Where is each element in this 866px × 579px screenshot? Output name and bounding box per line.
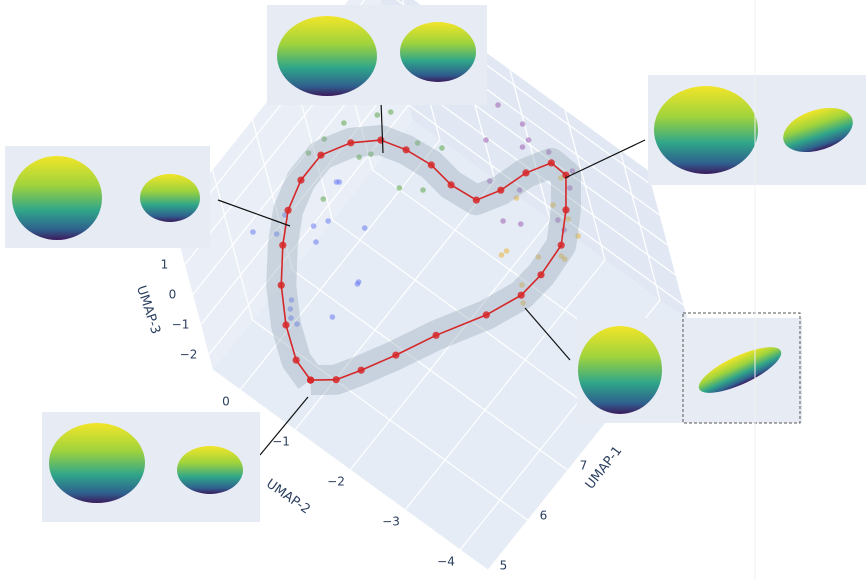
point <box>325 218 331 224</box>
cell-shape <box>49 423 145 503</box>
trajectory-point <box>285 207 292 214</box>
point <box>520 144 526 150</box>
cell-shape <box>400 22 476 82</box>
trajectory-point <box>497 187 504 194</box>
point <box>483 137 489 143</box>
point <box>499 252 505 258</box>
trajectory-point <box>347 139 354 146</box>
point <box>495 102 501 108</box>
trajectory-point <box>358 367 365 374</box>
point <box>520 121 526 127</box>
trajectory-point <box>558 242 565 249</box>
trajectory-point <box>278 282 285 289</box>
x-tick-label: 5 <box>500 559 508 573</box>
point <box>362 225 368 231</box>
cell-shape <box>578 326 662 414</box>
point <box>250 229 256 235</box>
y-tick-label: −4 <box>437 555 455 569</box>
point <box>311 223 317 229</box>
point <box>313 239 319 245</box>
y-tick-label: −2 <box>327 475 345 489</box>
trajectory-point <box>282 321 289 328</box>
trajectory-point <box>432 332 439 339</box>
cell-shape <box>12 156 102 240</box>
point <box>336 179 342 185</box>
trajectory-point <box>392 352 399 359</box>
trajectory-point <box>333 376 340 383</box>
cell-shape <box>654 86 758 174</box>
point <box>420 187 426 193</box>
trajectory-point <box>428 161 435 168</box>
trajectory-point <box>548 159 555 166</box>
cell-shape <box>140 174 200 222</box>
y-tick-label: 0 <box>222 395 230 409</box>
z-axis-title: UMAP-3 <box>133 284 163 336</box>
point <box>355 281 361 287</box>
point <box>341 120 347 126</box>
z-tick-label: −2 <box>180 348 198 362</box>
x-tick-label: 6 <box>540 509 548 523</box>
trajectory-point <box>483 311 490 318</box>
chart: 56789−4−3−2−10−2−1012 UMAP-1 UMAP-2 UMAP… <box>0 0 866 579</box>
trajectory-point <box>537 271 544 278</box>
trajectory-point <box>307 377 314 384</box>
point <box>439 145 445 151</box>
point <box>526 137 532 143</box>
point <box>518 221 524 227</box>
point <box>388 109 394 115</box>
cell-shape <box>177 446 243 494</box>
y-axis-title: UMAP-2 <box>263 476 313 517</box>
trajectory-point <box>448 181 455 188</box>
cell-shape <box>277 16 377 96</box>
point <box>397 185 403 191</box>
point <box>375 112 381 118</box>
x-axis-title: UMAP-1 <box>583 444 626 493</box>
point <box>500 218 506 224</box>
trajectory-point <box>518 292 525 299</box>
trajectory-point <box>317 152 324 159</box>
z-tick-label: 0 <box>169 288 177 302</box>
trajectory-point <box>562 206 569 213</box>
trajectory-point <box>297 177 304 184</box>
point <box>330 314 336 320</box>
trajectory-point <box>293 357 300 364</box>
trajectory-point <box>522 169 529 176</box>
trajectory-point <box>403 146 410 153</box>
point <box>504 248 510 254</box>
x-tick-label: 7 <box>580 459 588 473</box>
y-tick-label: −3 <box>382 515 400 529</box>
trajectory-point <box>473 197 480 204</box>
z-tick-label: −1 <box>172 318 190 332</box>
trajectory-point <box>377 137 384 144</box>
trajectory-point <box>279 242 286 249</box>
point <box>321 196 327 202</box>
z-tick-label: 1 <box>161 258 169 272</box>
